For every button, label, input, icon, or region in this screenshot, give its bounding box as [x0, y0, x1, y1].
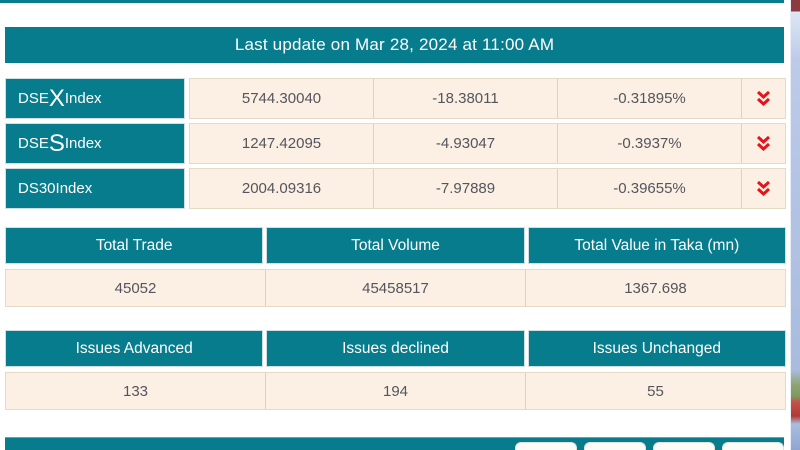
totals-header-row: Total Trade Total Volume Total Value in … — [5, 227, 786, 264]
index-row-ds30: DS30 Index 2004.09316 -7.97889 -0.39655% — [5, 168, 786, 209]
bottom-section-bar — [5, 437, 784, 450]
index-change-percent: -0.31895% — [557, 79, 741, 118]
total-value-value: 1367.698 — [525, 270, 785, 306]
issues-header-row: Issues Advanced Issues declined Issues U… — [5, 330, 786, 367]
index-name-big: S — [48, 130, 65, 157]
index-name-suffix: Index — [55, 180, 93, 197]
issues-unchanged-header: Issues Unchanged — [527, 330, 786, 367]
carousel-tab-2[interactable] — [584, 442, 646, 450]
issues-value-row: 133 194 55 — [5, 372, 786, 410]
issues-advanced-value: 133 — [122, 382, 149, 400]
index-row-dsex: DSE X Index 5744.30040 -18.38011 -0.31895… — [5, 78, 786, 119]
chevron-double-down-icon — [756, 135, 771, 152]
carousel-tabs — [515, 442, 784, 450]
total-trade-value: 45052 — [114, 279, 157, 297]
index-value: 2004.09316 — [241, 180, 322, 197]
issues-declined-header: Issues declined — [266, 330, 525, 367]
index-name-prefix: DSE — [18, 135, 49, 152]
totals-value-row: 45052 45458517 1367.698 — [5, 269, 786, 307]
index-name-prefix: DSE — [18, 90, 49, 107]
index-values: 2004.09316 -7.97889 -0.39655% — [189, 168, 786, 209]
last-update-text: Last update on Mar 28, 2024 at 11:00 AM — [234, 35, 555, 54]
index-change: -4.93047 — [373, 124, 557, 163]
issues-declined-value: 194 — [265, 373, 525, 409]
index-change: -18.38011 — [373, 79, 557, 118]
index-row-dses: DSE S Index 1247.42095 -4.93047 -0.3937% — [5, 123, 786, 164]
issues-advanced-header: Issues Advanced — [5, 330, 264, 367]
total-volume-header: Total Volume — [266, 227, 525, 264]
index-name-dses: DSE S Index — [5, 123, 185, 164]
total-value-header: Total Value in Taka (mn) — [527, 227, 786, 264]
page-edge-stripe — [790, 0, 800, 450]
top-border-line — [0, 0, 784, 3]
index-name-suffix: Index — [64, 90, 102, 107]
index-name-suffix: Index — [64, 135, 102, 152]
index-values: 5744.30040 -18.38011 -0.31895% — [189, 78, 786, 119]
index-change-percent: -0.39655% — [557, 169, 741, 208]
total-volume-value: 45458517 — [265, 270, 525, 306]
issues-table: Issues Advanced Issues declined Issues U… — [5, 330, 786, 410]
totals-table: Total Trade Total Volume Total Value in … — [5, 227, 786, 307]
index-name-big: X — [48, 85, 65, 112]
carousel-tab-3[interactable] — [653, 442, 715, 450]
index-name-ds30: DS30 Index — [5, 168, 185, 209]
index-value: 1247.42095 — [241, 135, 322, 152]
index-table: DSE X Index 5744.30040 -18.38011 -0.31895… — [5, 78, 786, 213]
index-change-percent: -0.3937% — [557, 124, 741, 163]
index-name-prefix: DS30 — [18, 180, 56, 197]
total-trade-header: Total Trade — [5, 227, 264, 264]
last-update-banner: Last update on Mar 28, 2024 at 11:00 AM — [5, 27, 784, 63]
index-expand-button[interactable] — [741, 124, 785, 163]
index-change: -7.97889 — [373, 169, 557, 208]
index-name-dsex: DSE X Index — [5, 78, 185, 119]
index-values: 1247.42095 -4.93047 -0.3937% — [189, 123, 786, 164]
chevron-double-down-icon — [756, 180, 771, 197]
index-expand-button[interactable] — [741, 79, 785, 118]
carousel-tab-4[interactable] — [722, 442, 784, 450]
index-expand-button[interactable] — [741, 169, 785, 208]
issues-unchanged-value: 55 — [525, 373, 785, 409]
chevron-double-down-icon — [756, 90, 771, 107]
index-value: 5744.30040 — [241, 90, 322, 107]
carousel-tab-1[interactable] — [515, 442, 577, 450]
